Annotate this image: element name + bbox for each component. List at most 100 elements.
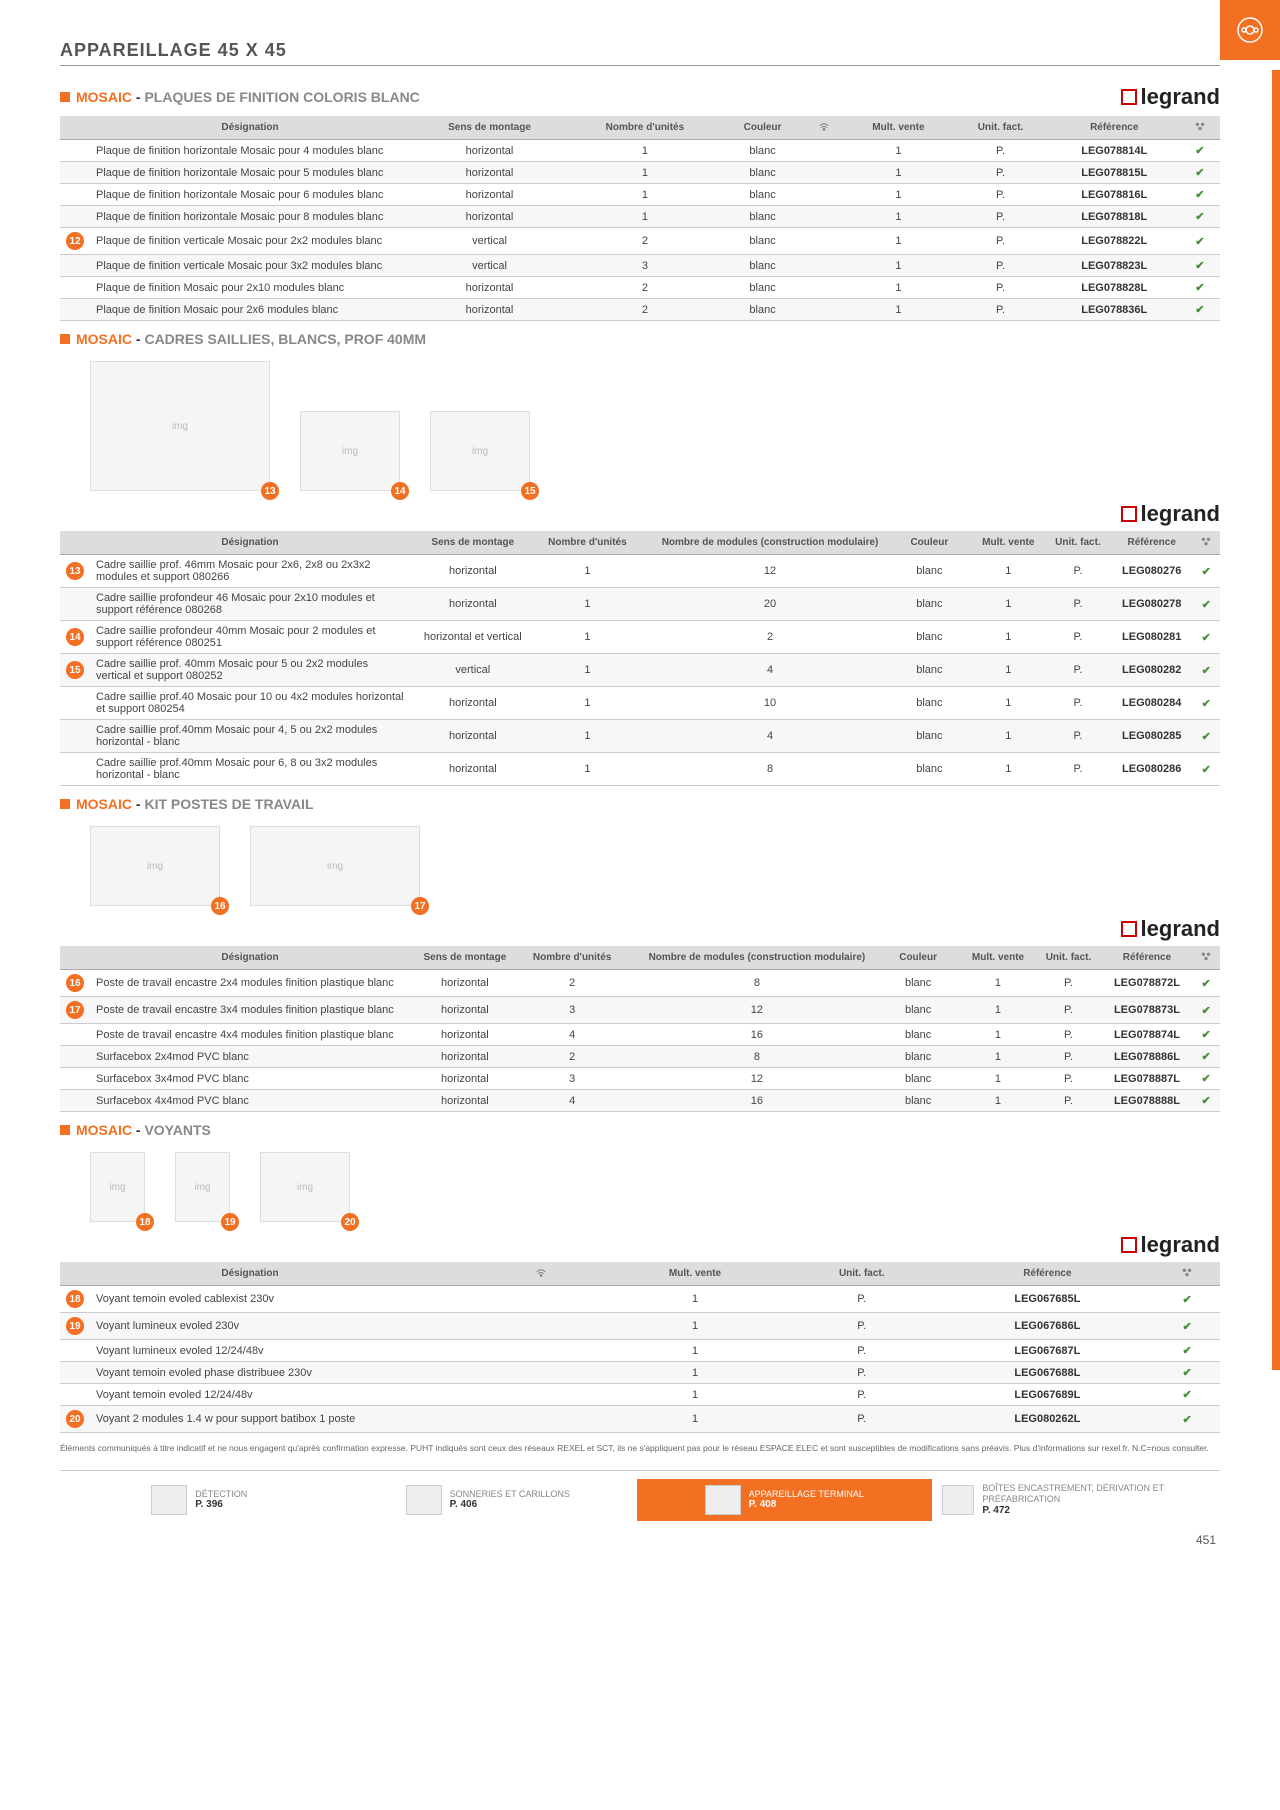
data-cell — [410, 1406, 443, 1433]
footer-nav-item[interactable]: APPAREILLAGE TERMINAL P. 408 — [637, 1479, 932, 1521]
table-header: Sens de montage — [410, 946, 520, 970]
designation-cell: Voyant temoin evoled 12/24/48v — [90, 1384, 410, 1406]
data-cell: 1 — [569, 184, 721, 206]
data-cell: blanc — [889, 1068, 947, 1090]
table-header: Sens de montage — [410, 531, 536, 555]
data-cell — [509, 1406, 575, 1433]
section-header: MOSAIC - VOYANTS — [60, 1122, 1220, 1138]
table-row: Plaque de finition horizontale Mosaic po… — [60, 184, 1220, 206]
table-header — [958, 531, 972, 555]
table-header: Désignation — [90, 946, 410, 970]
check-cell: ✔ — [1154, 1406, 1220, 1433]
row-bullet: 17 — [66, 1001, 84, 1019]
data-cell: blanc — [901, 720, 958, 753]
data-cell: 1 — [961, 970, 1035, 997]
designation-cell: Voyant temoin evoled phase distribuee 23… — [90, 1362, 410, 1384]
data-cell: horizontal — [410, 184, 569, 206]
side-accent-strip — [1272, 70, 1280, 1370]
check-cell: ✔ — [1193, 588, 1221, 621]
data-cell: 1 — [569, 140, 721, 162]
data-cell — [947, 1090, 961, 1112]
data-cell: 4 — [639, 654, 901, 687]
data-cell: P. — [1035, 1024, 1102, 1046]
data-cell: P. — [1045, 654, 1111, 687]
data-cell — [443, 1340, 476, 1362]
product-image-strip: img18img19img20 — [90, 1152, 1220, 1222]
data-cell: 1 — [536, 753, 640, 786]
footer-nav-item[interactable]: DÉTECTION P. 396 — [60, 1485, 339, 1515]
product-image: img15 — [430, 411, 530, 491]
reference-cell: LEG078886L — [1102, 1046, 1192, 1068]
image-bullet: 16 — [211, 897, 229, 915]
data-cell — [443, 1286, 476, 1313]
data-cell — [574, 1340, 607, 1362]
data-cell — [443, 1362, 476, 1384]
reference-cell: LEG078828L — [1049, 277, 1180, 299]
section-square-icon — [60, 334, 70, 344]
data-cell: 1 — [845, 277, 953, 299]
data-cell: blanc — [889, 1024, 947, 1046]
data-cell: P. — [1045, 753, 1111, 786]
data-cell: 1 — [536, 687, 640, 720]
check-cell: ✔ — [1180, 228, 1220, 255]
data-cell — [476, 1362, 509, 1384]
footer-nav-item[interactable]: BOÎTES ENCASTREMENT, DÉRIVATION ET PRÉFA… — [942, 1483, 1221, 1517]
footer-nav: DÉTECTION P. 396 SONNERIES ET CARILLONS … — [60, 1470, 1220, 1529]
legrand-logo: legrand — [1121, 1232, 1220, 1258]
table-header — [804, 116, 844, 140]
table-row: Voyant temoin evoled 12/24/48v1P.LEG0676… — [60, 1384, 1220, 1406]
table-row: 14Cadre saillie profondeur 40mm Mosaic p… — [60, 621, 1220, 654]
table-row: Cadre saillie prof.40 Mosaic pour 10 ou … — [60, 687, 1220, 720]
check-cell: ✔ — [1180, 206, 1220, 228]
data-cell: 1 — [569, 162, 721, 184]
reference-cell: LEG078814L — [1049, 140, 1180, 162]
table-header — [1193, 531, 1221, 555]
data-cell: 2 — [639, 621, 901, 654]
data-cell: 3 — [520, 1068, 625, 1090]
check-cell: ✔ — [1192, 1090, 1220, 1112]
data-cell: blanc — [721, 228, 804, 255]
data-cell: P. — [783, 1362, 941, 1384]
reference-cell: LEG078815L — [1049, 162, 1180, 184]
footer-thumb-icon — [705, 1485, 741, 1515]
product-table: DésignationSens de montageNombre d'unité… — [60, 946, 1220, 1112]
footer-thumb-icon — [151, 1485, 187, 1515]
footer-nav-item[interactable]: SONNERIES ET CARILLONS P. 406 — [349, 1485, 628, 1515]
table-header: Mult. vente — [845, 116, 953, 140]
table-row: Cadre saillie prof.40mm Mosaic pour 4, 5… — [60, 720, 1220, 753]
data-cell: P. — [783, 1384, 941, 1406]
table-header — [509, 1262, 575, 1286]
data-cell: 1 — [972, 555, 1045, 588]
data-cell — [509, 1286, 575, 1313]
reference-cell: LEG078873L — [1102, 997, 1192, 1024]
data-cell: blanc — [721, 184, 804, 206]
table-row: 18Voyant temoin evoled cablexist 230v1P.… — [60, 1286, 1220, 1313]
data-cell: blanc — [901, 555, 958, 588]
data-cell: blanc — [901, 621, 958, 654]
table-header — [947, 946, 961, 970]
check-cell: ✔ — [1192, 1046, 1220, 1068]
data-cell: P. — [1045, 555, 1111, 588]
data-cell: 1 — [972, 654, 1045, 687]
check-cell: ✔ — [1180, 140, 1220, 162]
check-cell: ✔ — [1180, 162, 1220, 184]
table-row: Cadre saillie prof.40mm Mosaic pour 6, 8… — [60, 753, 1220, 786]
table-header: Unit. fact. — [783, 1262, 941, 1286]
product-image: img14 — [300, 411, 400, 491]
data-cell: blanc — [721, 299, 804, 321]
data-cell — [958, 588, 972, 621]
table-row: 15Cadre saillie prof. 40mm Mosaic pour 5… — [60, 654, 1220, 687]
data-cell — [947, 1024, 961, 1046]
data-cell: 1 — [536, 555, 640, 588]
data-cell: P. — [783, 1340, 941, 1362]
check-cell: ✔ — [1154, 1384, 1220, 1406]
data-cell — [804, 140, 844, 162]
data-cell: 3 — [569, 255, 721, 277]
data-cell: horizontal — [410, 588, 536, 621]
table-header: Nombre de modules (construction modulair… — [639, 531, 901, 555]
data-cell: 1 — [972, 687, 1045, 720]
data-cell — [574, 1384, 607, 1406]
data-cell: blanc — [721, 162, 804, 184]
data-cell: horizontal — [410, 1068, 520, 1090]
table-header: Référence — [941, 1262, 1155, 1286]
